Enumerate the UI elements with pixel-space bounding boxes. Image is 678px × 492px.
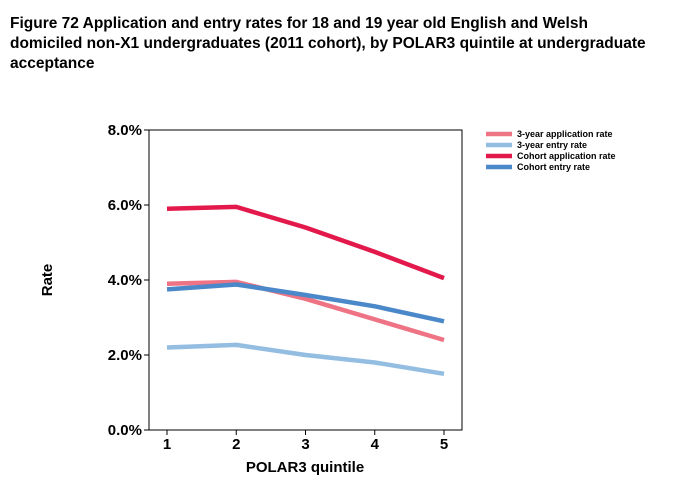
x-axis-ticks: 1 2 3 4 5 <box>163 430 448 453</box>
y-tick-label: 4.0% <box>108 272 142 289</box>
legend-label: 3-year application rate <box>517 129 613 139</box>
legend-label: Cohort entry rate <box>517 162 590 172</box>
y-tick-label: 6.0% <box>108 197 142 214</box>
y-axis-title: Rate <box>39 264 56 297</box>
y-tick-label: 8.0% <box>108 122 142 139</box>
series-line-1 <box>166 279 445 343</box>
x-tick-label: 4 <box>371 436 380 453</box>
y-axis-ticks: 0.0% 2.0% 4.0% 6.0% 8.0% <box>108 122 149 439</box>
figure-title: Figure 72 Application and entry rates fo… <box>10 15 646 72</box>
y-tick-label: 2.0% <box>108 347 142 364</box>
series-line-3 <box>166 204 445 281</box>
x-tick-label: 3 <box>301 436 309 453</box>
x-tick-label: 2 <box>232 436 240 453</box>
legend-label: Cohort application rate <box>517 151 616 161</box>
x-tick-label: 1 <box>163 436 171 453</box>
series-line-4 <box>166 282 445 324</box>
y-tick-label: 0.0% <box>108 422 142 439</box>
legend-label: 3-year entry rate <box>517 140 587 150</box>
x-tick-label: 5 <box>440 436 448 453</box>
x-axis-title: POLAR3 quintile <box>246 459 364 476</box>
series-line-2 <box>166 342 445 377</box>
series-lines <box>166 204 445 377</box>
plot-frame <box>148 129 463 431</box>
